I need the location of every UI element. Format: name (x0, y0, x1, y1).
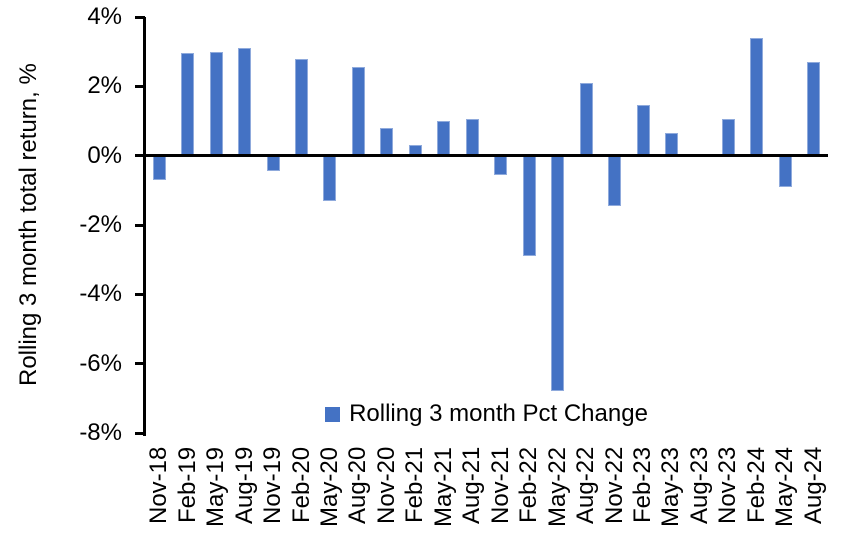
bar (152, 155, 166, 180)
bar (721, 119, 735, 156)
x-tick-label: Nov-18 (145, 447, 173, 525)
x-tick-label: Nov-22 (600, 447, 628, 525)
x-tick-label: Nov-20 (372, 447, 400, 525)
x-tick-label: Feb-24 (742, 447, 770, 524)
x-tick-label: May-24 (771, 446, 799, 527)
y-tick-mark (135, 362, 145, 366)
x-tick-label: Aug-24 (799, 447, 827, 525)
y-axis-line (143, 17, 146, 436)
bar (465, 119, 479, 156)
x-tick-label: Aug-23 (685, 447, 713, 525)
bar (778, 155, 792, 187)
legend-swatch-icon (325, 406, 341, 422)
bar (494, 155, 508, 175)
x-tick-label: Feb-20 (287, 447, 315, 524)
y-tick-label: 2% (87, 72, 122, 100)
y-tick-label: -2% (79, 211, 122, 238)
bar (608, 155, 622, 206)
bar (750, 37, 764, 156)
y-tick-mark (135, 84, 145, 88)
x-tick-label: Feb-19 (173, 447, 201, 524)
x-tick-label: May-23 (657, 446, 685, 527)
y-tick-label: -4% (79, 280, 122, 308)
x-tick-label: Nov-19 (259, 447, 287, 525)
legend: Rolling 3 month Pct Change (145, 400, 828, 428)
y-tick-label: 4% (87, 3, 122, 30)
x-tick-label: Feb-23 (629, 447, 657, 524)
x-tick-label: Nov-23 (714, 447, 742, 525)
bar (209, 51, 223, 156)
bar (323, 155, 337, 201)
y-tick-mark (135, 431, 145, 435)
x-tick-label: May-21 (429, 446, 457, 527)
bar (295, 58, 309, 156)
x-axis-line (145, 154, 828, 158)
y-tick-mark (135, 15, 145, 19)
legend-label: Rolling 3 month Pct Change (349, 400, 648, 427)
bar (579, 82, 593, 156)
x-tick-label: May-22 (543, 446, 571, 527)
x-tick-label: Aug-21 (458, 447, 486, 525)
y-tick-mark (135, 223, 145, 227)
bar (351, 67, 365, 156)
x-tick-label: Feb-22 (515, 447, 543, 524)
x-tick-label: Aug-19 (230, 447, 258, 525)
y-tick-mark (135, 292, 145, 296)
x-tick-label: Aug-22 (572, 447, 600, 525)
bar (664, 133, 678, 156)
bar (636, 105, 650, 156)
x-tick-label: Aug-20 (344, 447, 372, 525)
y-tick-label: -8% (79, 419, 122, 446)
y-tick-label: 0% (87, 141, 122, 169)
bar (238, 48, 252, 156)
bar (380, 127, 394, 156)
x-tick-label: Nov-21 (486, 447, 514, 525)
bar (551, 155, 565, 392)
y-tick-label: -6% (79, 349, 122, 377)
bar (807, 62, 821, 156)
x-tick-label: May-20 (315, 446, 343, 527)
x-tick-label: Feb-21 (401, 447, 429, 524)
x-tick-label: May-19 (202, 446, 230, 527)
bar (181, 53, 195, 156)
bar (266, 155, 280, 172)
y-tick-mark (135, 154, 145, 158)
bar (437, 121, 451, 156)
bar (522, 155, 536, 257)
